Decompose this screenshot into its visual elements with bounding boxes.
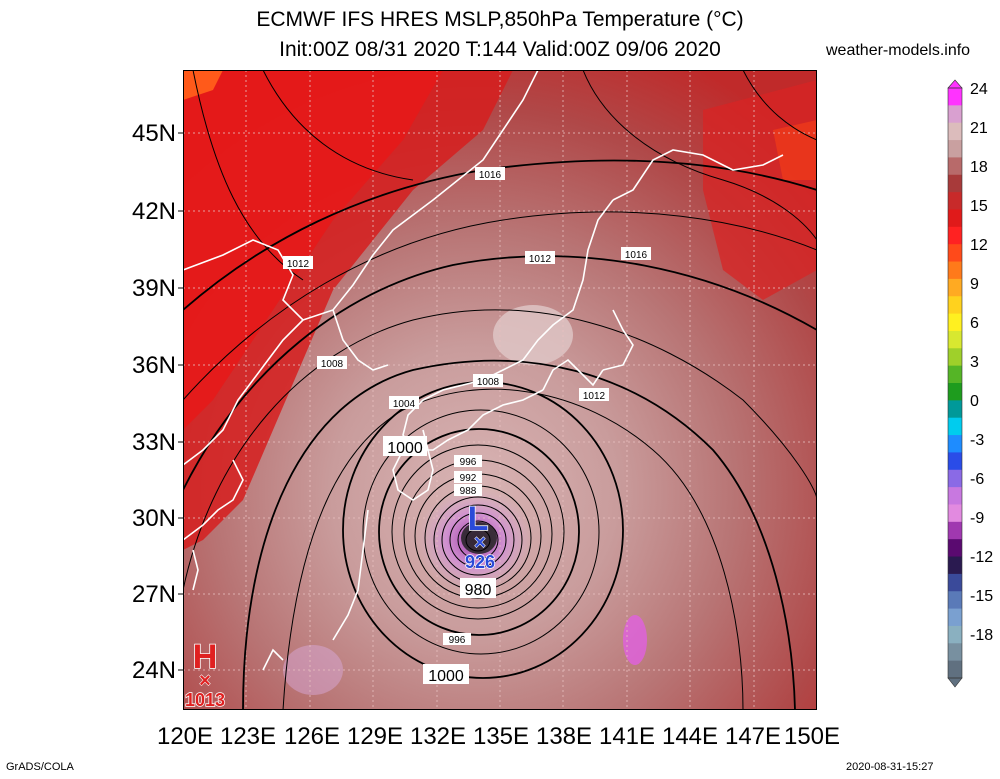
lat-label: 30N bbox=[132, 505, 176, 532]
lat-label: 27N bbox=[132, 581, 176, 608]
map-frame bbox=[183, 70, 817, 710]
lat-label: 42N bbox=[132, 198, 176, 225]
isobar-labels: 1016 1012 1012 1016 1008 1008 1012 1004 … bbox=[283, 167, 651, 685]
svg-text:1012: 1012 bbox=[529, 254, 552, 265]
isobar-label: 1008 bbox=[317, 356, 347, 370]
isobar-label: 1008 bbox=[473, 374, 503, 388]
high-symbol: H bbox=[193, 638, 218, 676]
svg-text:1000: 1000 bbox=[387, 440, 423, 457]
svg-text:1008: 1008 bbox=[321, 359, 344, 370]
map-subtitle: Init:00Z 08/31 2020 T:144 Valid:00Z 09/0… bbox=[279, 38, 721, 61]
svg-text:1012: 1012 bbox=[583, 391, 606, 402]
svg-text:988: 988 bbox=[460, 486, 477, 497]
isobar-label: 992 bbox=[454, 471, 482, 484]
lon-label: 138E bbox=[536, 723, 592, 750]
low-marker: × bbox=[474, 532, 486, 554]
svg-text:1008: 1008 bbox=[477, 377, 500, 388]
cool-area bbox=[493, 305, 573, 365]
lat-label: 39N bbox=[132, 275, 176, 302]
lon-label: 123E bbox=[220, 723, 276, 750]
lon-label: 126E bbox=[284, 723, 340, 750]
svg-text:1016: 1016 bbox=[479, 170, 502, 181]
isobar-label: 1012 bbox=[525, 251, 555, 265]
low-pressure-value: 926 bbox=[465, 552, 495, 572]
lon-label: 144E bbox=[662, 723, 718, 750]
map-title: ECMWF IFS HRES MSLP,850hPa Temperature (… bbox=[256, 8, 744, 31]
lon-label: 129E bbox=[347, 723, 403, 750]
coastlines bbox=[183, 70, 784, 671]
isobar-label: 1000 bbox=[383, 436, 427, 457]
isobar-label: 1016 bbox=[475, 167, 505, 181]
hot-region-continent bbox=[183, 70, 443, 430]
hot-spot bbox=[183, 70, 223, 100]
isobar-label: 988 bbox=[454, 484, 482, 497]
svg-text:1000: 1000 bbox=[428, 668, 464, 685]
high-marker: × bbox=[199, 670, 211, 692]
axis-ticks bbox=[178, 132, 183, 671]
software-credit: GrADS/COLA bbox=[6, 761, 74, 773]
low-pressure-center: L × 926 bbox=[464, 499, 496, 573]
svg-text:992: 992 bbox=[460, 473, 477, 484]
timestamp: 2020-08-31-15:27 bbox=[846, 761, 934, 773]
isobar-label: 1012 bbox=[579, 388, 609, 402]
longitude-labels: 120E 123E 126E 129E 132E 135E 138E 141E … bbox=[157, 723, 840, 750]
svg-text:1016: 1016 bbox=[625, 250, 648, 261]
isobar-label: 1016 bbox=[621, 247, 651, 261]
lon-label: 120E bbox=[157, 723, 213, 750]
svg-text:980: 980 bbox=[465, 582, 492, 599]
weather-map: 1016 1012 1012 1016 1008 1008 1012 1004 … bbox=[183, 70, 817, 710]
lat-label: 33N bbox=[132, 429, 176, 456]
isobars bbox=[183, 70, 817, 710]
isobar-label: 1000 bbox=[423, 664, 469, 685]
svg-text:996: 996 bbox=[449, 635, 466, 646]
lon-label: 132E bbox=[410, 723, 466, 750]
low-symbol: L bbox=[468, 500, 489, 538]
svg-text:996: 996 bbox=[460, 457, 477, 468]
isobar-label: 996 bbox=[443, 633, 471, 646]
isobar-label: 1012 bbox=[283, 256, 313, 270]
latitude-labels: 45N 42N 39N 36N 33N 30N 27N 24N bbox=[132, 120, 176, 684]
high-pressure-value: 1013 bbox=[185, 690, 225, 710]
lat-label: 45N bbox=[132, 120, 176, 147]
isobar-label: 996 bbox=[454, 455, 482, 468]
lat-label: 36N bbox=[132, 352, 176, 379]
high-pressure-center: H × 1013 bbox=[184, 637, 226, 710]
site-credit: weather-models.info bbox=[826, 42, 971, 59]
isobar-label: 980 bbox=[460, 578, 496, 599]
lon-label: 150E bbox=[784, 723, 840, 750]
isobar-label: 1004 bbox=[389, 396, 419, 410]
lon-label: 141E bbox=[599, 723, 655, 750]
lon-label: 147E bbox=[725, 723, 781, 750]
lat-label: 24N bbox=[132, 657, 176, 684]
svg-text:1004: 1004 bbox=[393, 399, 416, 410]
lon-label: 135E bbox=[473, 723, 529, 750]
warm-blob bbox=[623, 615, 647, 665]
svg-text:1012: 1012 bbox=[287, 259, 310, 270]
